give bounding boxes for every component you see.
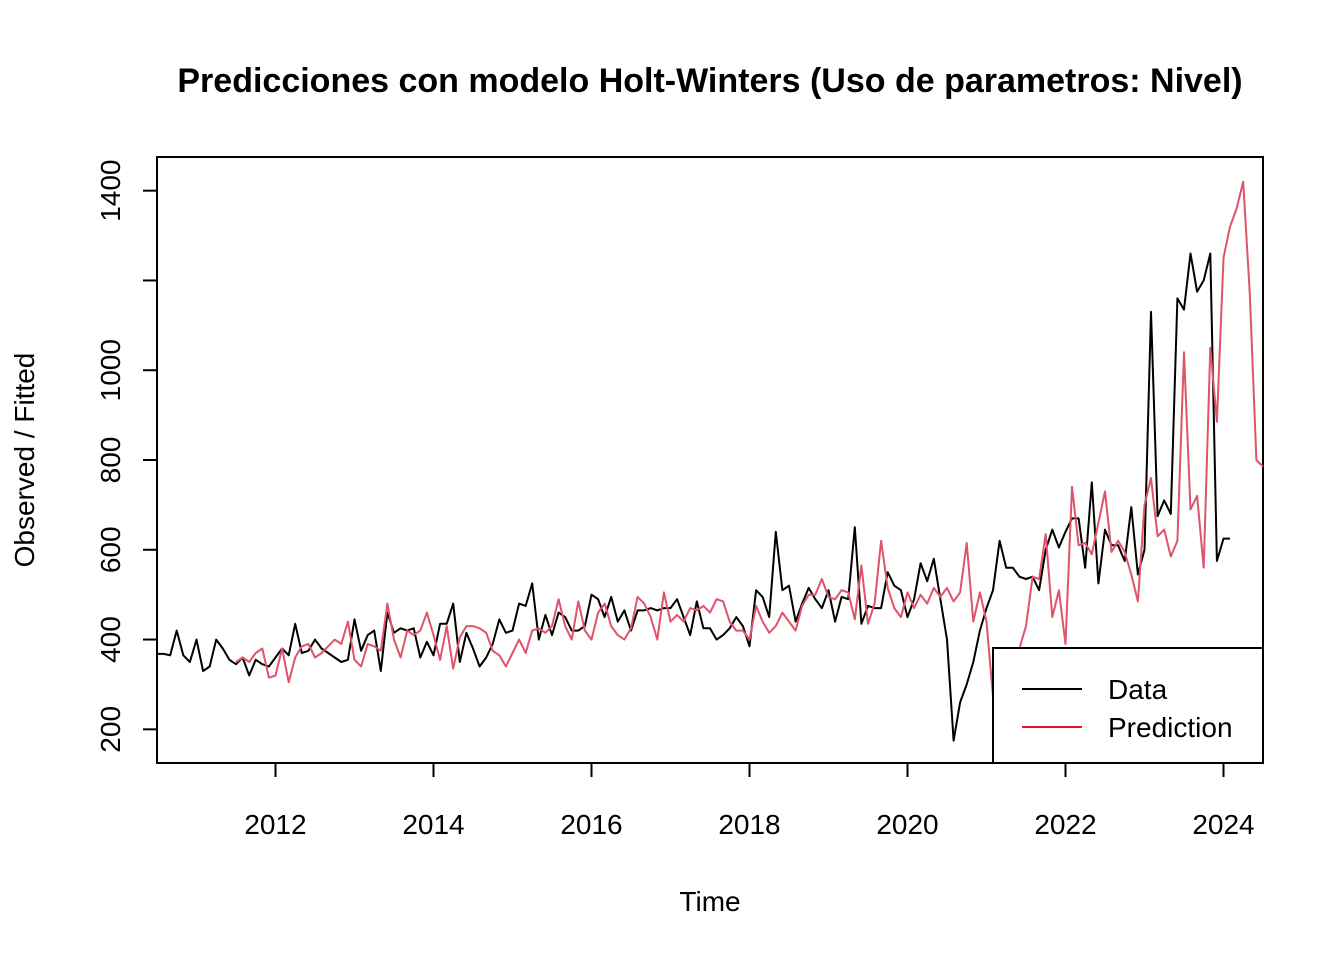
x-axis-label: Time (679, 886, 740, 917)
x-tick-label: 2016 (560, 809, 622, 840)
x-tick-label: 2012 (244, 809, 306, 840)
series-layer (157, 180, 1264, 742)
y-tick-label: 200 (95, 706, 126, 753)
y-tick-label: 1000 (95, 339, 126, 401)
y-axis-label: Observed / Fitted (9, 353, 40, 568)
series-line-prediction (235, 180, 1264, 699)
legend-label-data: Data (1108, 674, 1168, 705)
y-tick-label: 600 (95, 526, 126, 573)
series-line-data (157, 252, 1230, 742)
x-tick-label: 2014 (402, 809, 464, 840)
x-tick-label: 2024 (1192, 809, 1254, 840)
y-tick-label: 1400 (95, 160, 126, 222)
x-tick-label: 2022 (1034, 809, 1096, 840)
y-tick-label: 800 (95, 437, 126, 484)
legend-box (992, 647, 1264, 764)
x-tick-label: 2020 (876, 809, 938, 840)
chart-title: Predicciones con modelo Holt-Winters (Us… (177, 62, 1242, 100)
legend: Data Prediction (992, 647, 1264, 764)
y-tick-label: 400 (95, 616, 126, 663)
x-tick-label: 2018 (718, 809, 780, 840)
legend-label-prediction: Prediction (1108, 712, 1233, 743)
y-axis: 200 400 600 800 1000 1400 (95, 160, 157, 753)
x-axis: 2012 2014 2016 2018 2020 2022 2024 (244, 763, 1255, 840)
